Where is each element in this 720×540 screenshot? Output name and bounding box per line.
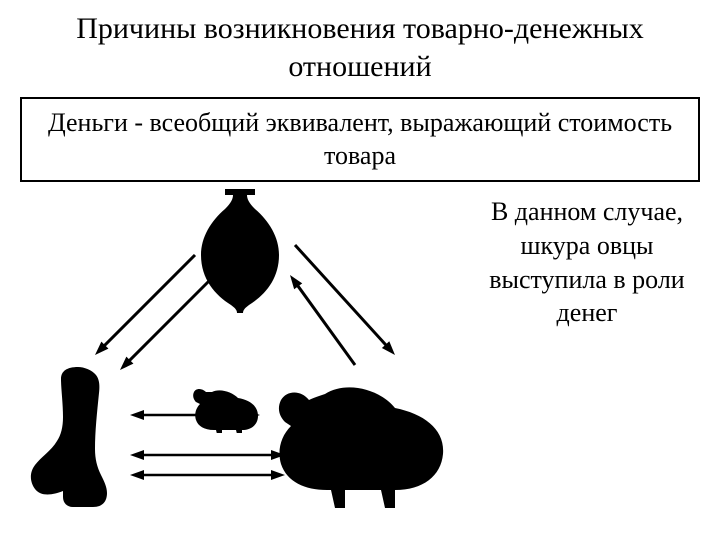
side-note: В данном случае, шкура овцы выступила в … xyxy=(472,195,702,330)
page-title: Причины возникновения товарно-денежных о… xyxy=(0,0,720,91)
definition-box: Деньги - всеобщий эквивалент, выражающий… xyxy=(20,97,700,182)
definition-text: Деньги - всеобщий эквивалент, выражающий… xyxy=(48,108,672,170)
arrows xyxy=(0,180,470,540)
exchange-diagram xyxy=(0,180,470,540)
